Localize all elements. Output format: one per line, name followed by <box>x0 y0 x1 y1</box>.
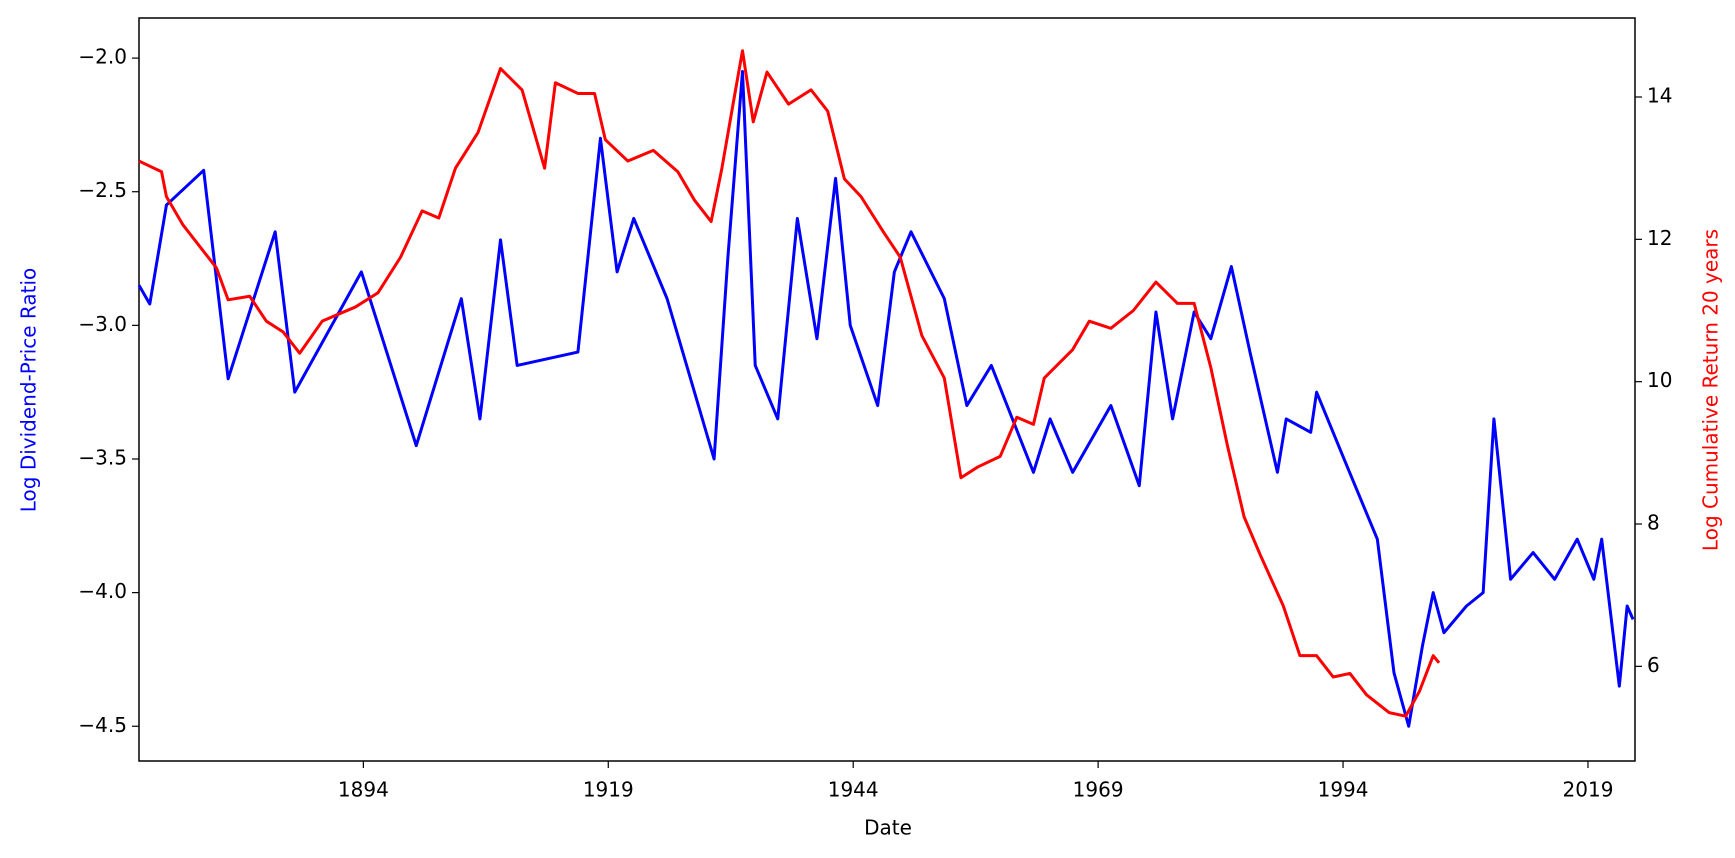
data-line <box>138 49 1441 718</box>
y2-tick-label: 8 <box>1647 511 1660 535</box>
y-tick-label: −4.0 <box>78 579 127 603</box>
data-line <box>137 69 1635 728</box>
x-tick-label: 1969 <box>1073 778 1124 802</box>
y2-axis-label: Log Cumulative Return 20 years <box>1699 229 1723 551</box>
x-axis-label: Date <box>864 816 912 840</box>
y-tick-label: −3.5 <box>78 445 127 469</box>
y2-tick-label: 14 <box>1647 83 1672 107</box>
x-tick-label: 1919 <box>583 778 634 802</box>
x-tick-label: 2019 <box>1563 778 1614 802</box>
y-tick-label: −4.5 <box>78 713 127 737</box>
y2-tick-label: 10 <box>1647 368 1672 392</box>
plot-frame <box>138 17 1636 762</box>
y-tick-label: −2.5 <box>78 178 127 202</box>
y2-tick-label: 6 <box>1647 653 1660 677</box>
y-tick-label: −2.0 <box>78 45 127 69</box>
y-tick-label: −3.0 <box>78 312 127 336</box>
x-tick-label: 1894 <box>338 778 389 802</box>
x-tick-label: 1994 <box>1318 778 1369 802</box>
x-tick-label: 1944 <box>828 778 879 802</box>
y-axis-label: Log Dividend-Price Ratio <box>17 268 41 513</box>
y2-tick-label: 12 <box>1647 226 1672 250</box>
